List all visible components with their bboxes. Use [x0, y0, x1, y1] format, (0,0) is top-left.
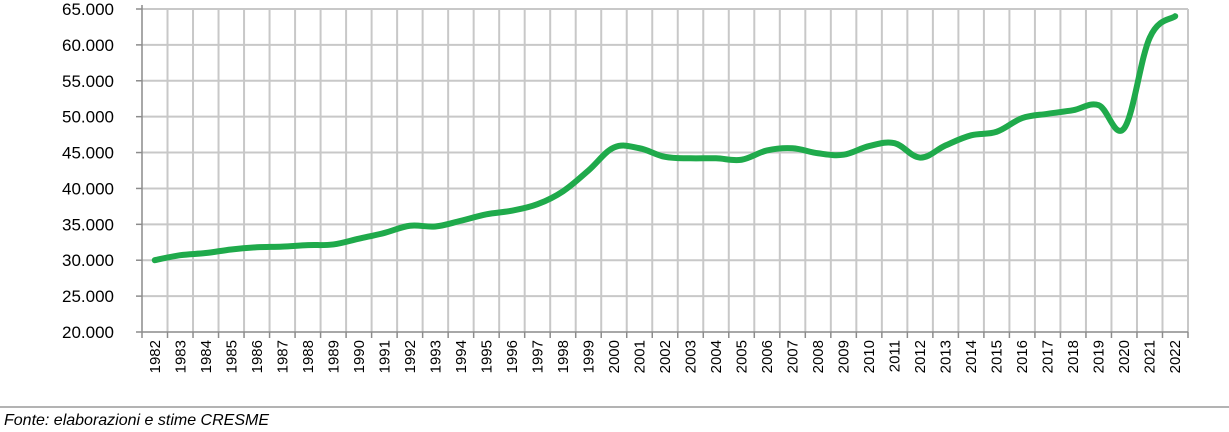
x-tick-label: 1984 [198, 340, 215, 373]
source-divider [0, 406, 1229, 408]
series-group [151, 13, 1179, 264]
x-tick-label: 2013 [938, 340, 955, 373]
series-line [151, 13, 1179, 264]
x-tick-label: 2003 [683, 340, 700, 373]
axes [136, 5, 1189, 338]
x-tick-label: 1995 [478, 340, 495, 373]
x-tick-label: 2011 [887, 340, 904, 372]
x-tick-label: 1994 [453, 340, 470, 373]
x-tick-label: 2010 [861, 340, 878, 373]
x-tick-label: 2005 [734, 340, 751, 373]
y-tick-label: 40.000 [62, 179, 114, 198]
x-tick-label: 1996 [504, 340, 521, 373]
x-tick-label: 1987 [274, 340, 291, 373]
x-tick-label: 2017 [1040, 340, 1057, 373]
x-axis-ticks: 1982 1983 1984 1985 1986 1987 1988 1989 1990 1991… [147, 340, 1184, 373]
x-tick-label: 2015 [989, 340, 1006, 373]
x-tick-label: 1982 [147, 340, 164, 373]
x-tick-label: 2014 [963, 340, 980, 373]
x-tick-label: 2006 [759, 340, 776, 373]
line-chart: 20.000 25.000 30.000 35.000 40.000 45.000 50.0… [62, 0, 1189, 373]
x-tick-label: 2022 [1167, 340, 1184, 373]
y-tick-label: 45.000 [62, 144, 114, 163]
y-tick-label: 55.000 [62, 72, 114, 91]
x-tick-label: 2018 [1065, 340, 1082, 373]
y-tick-label: 35.000 [62, 215, 114, 234]
grid-lines [142, 8, 1189, 332]
y-axis-ticks: 20.000 25.000 30.000 35.000 40.000 45.000 50.0… [62, 0, 114, 342]
x-tick-label: 2020 [1116, 340, 1133, 373]
x-tick-label: 2009 [836, 340, 853, 373]
x-tick-label: 1985 [223, 340, 240, 373]
x-tick-label: 1986 [249, 340, 266, 373]
y-tick-label: 20.000 [62, 323, 114, 342]
source-note: Fonte: elaborazioni e stime CRESME [4, 412, 269, 429]
x-tick-label: 2016 [1014, 340, 1031, 373]
x-tick-label: 1999 [580, 340, 597, 373]
y-tick-label: 30.000 [62, 251, 114, 270]
x-tick-label: 2000 [606, 340, 623, 373]
y-tick-label: 25.000 [62, 287, 114, 306]
x-tick-label: 1983 [172, 340, 189, 373]
x-tick-label: 1997 [529, 340, 546, 373]
x-tick-label: 2002 [657, 340, 674, 373]
x-tick-label: 1989 [325, 340, 342, 373]
x-tick-label: 1988 [300, 340, 317, 373]
x-tick-label: 2001 [631, 340, 648, 373]
x-tick-label: 1993 [427, 340, 444, 373]
x-tick-label: 2021 [1142, 340, 1159, 373]
x-tick-label: 2012 [912, 340, 929, 373]
x-tick-label: 2019 [1091, 340, 1108, 373]
y-tick-label: 65.000 [62, 0, 114, 19]
x-tick-label: 1992 [402, 340, 419, 373]
x-tick-label: 1990 [351, 340, 368, 373]
x-tick-label: 1991 [376, 340, 393, 373]
y-tick-label: 50.000 [62, 108, 114, 127]
y-tick-label: 60.000 [62, 36, 114, 55]
x-tick-label: 2008 [810, 340, 827, 373]
x-tick-label: 2007 [785, 340, 802, 373]
x-tick-label: 1998 [555, 340, 572, 373]
x-tick-label: 2004 [708, 340, 725, 373]
